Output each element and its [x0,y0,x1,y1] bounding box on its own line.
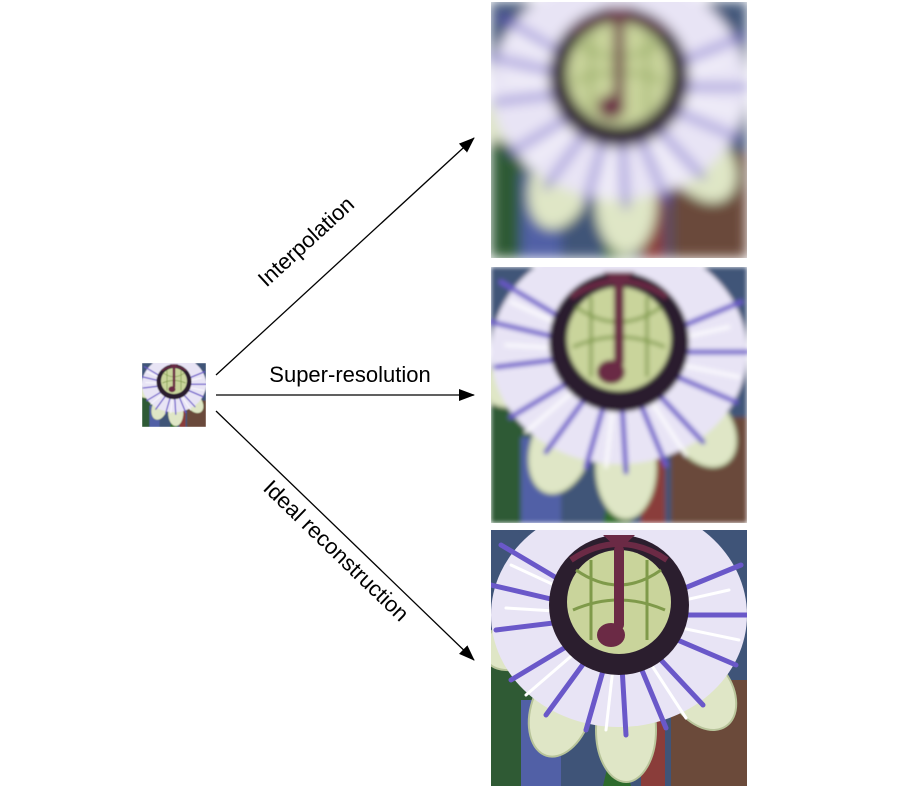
output-image-interpolation [473,0,750,258]
output-image-super-resolution [473,240,750,523]
arrow-ideal-reconstruction [215,410,475,661]
label-super-resolution: Super-resolution [269,362,430,387]
output-image-ideal-reconstruction [473,503,750,786]
label-ideal-reconstruction: Ideal reconstruction [258,475,413,626]
label-interpolation: Interpolation [253,191,359,291]
input-image [142,363,206,427]
arrow-interpolation [215,137,475,376]
